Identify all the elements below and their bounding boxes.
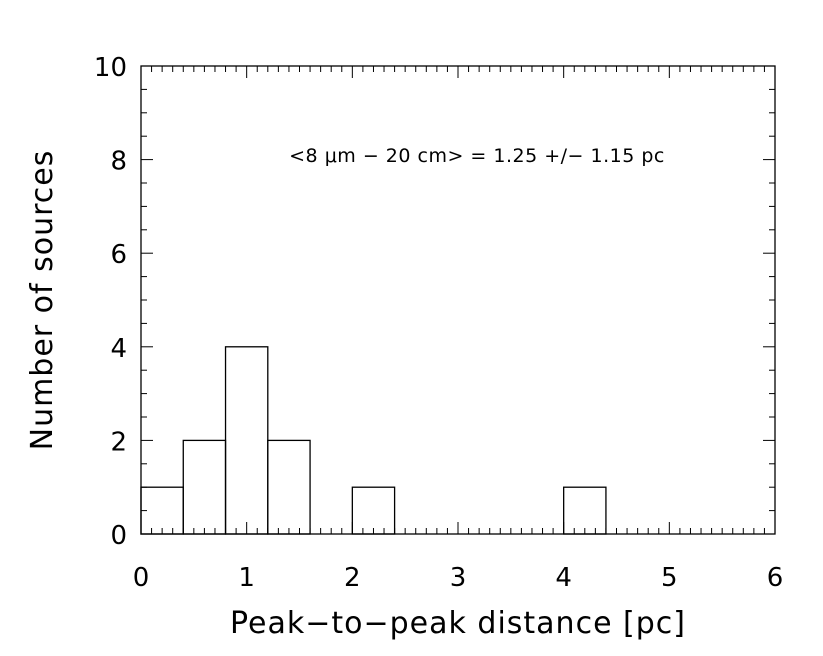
histogram-bar-2 [224,346,269,535]
histogram-bar-5 [351,486,396,535]
x-tick-label: 5 [661,563,678,593]
axis-ticks [140,65,776,535]
histogram-bar-0 [140,486,184,535]
y-tick-label: 10 [94,53,127,83]
y-tick-label: 8 [110,147,127,177]
y-tick-label: 4 [110,334,127,364]
histogram-bars [140,346,607,535]
histogram-bar-1 [182,439,227,535]
x-tick-label: 2 [344,563,361,593]
stats-annotation: <8 μm − 20 cm> = 1.25 +/− 1.15 pc [289,145,665,167]
x-axis-label: Peak−to−peak distance [pc] [230,606,686,641]
x-tick-label: 1 [238,563,255,593]
x-tick-label: 4 [555,563,572,593]
plot-frame [140,65,776,535]
x-tick-label: 6 [767,563,784,593]
y-tick-label: 2 [110,427,127,457]
x-tick-label: 0 [133,563,150,593]
y-tick-label: 6 [110,240,127,270]
histogram-bar-3 [267,439,311,535]
histogram-bar-10 [563,486,607,535]
x-tick-label: 3 [450,563,467,593]
y-axis-label: Number of sources [25,150,60,451]
tick-labels: 0 1 2 3 4 5 6 0 2 4 6 8 10 [94,53,783,593]
y-tick-label: 0 [110,521,127,551]
